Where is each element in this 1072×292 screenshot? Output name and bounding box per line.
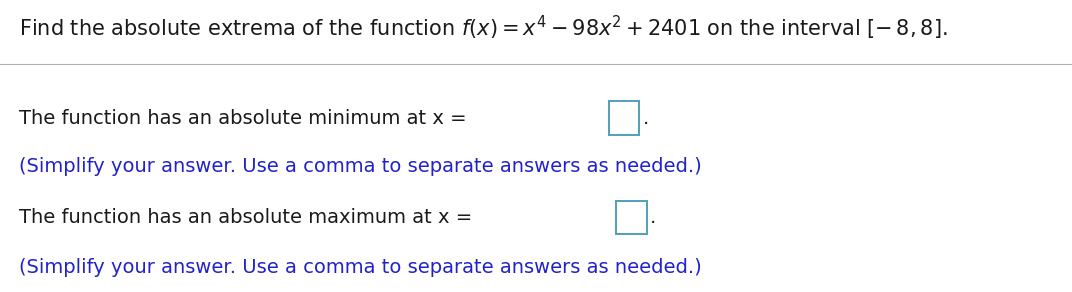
Text: .: . [650, 208, 656, 227]
Text: .: . [642, 109, 649, 128]
FancyBboxPatch shape [609, 102, 639, 135]
Text: (Simplify your answer. Use a comma to separate answers as needed.): (Simplify your answer. Use a comma to se… [19, 258, 702, 277]
Text: Find the absolute extrema of the function $f(x) = x^4 - 98x^2 + 2401$ on the int: Find the absolute extrema of the functio… [19, 14, 948, 42]
Text: (Simplify your answer. Use a comma to separate answers as needed.): (Simplify your answer. Use a comma to se… [19, 157, 702, 176]
FancyBboxPatch shape [616, 201, 646, 234]
Text: The function has an absolute minimum at x =: The function has an absolute minimum at … [19, 109, 473, 128]
Text: The function has an absolute maximum at x =: The function has an absolute maximum at … [19, 208, 479, 227]
